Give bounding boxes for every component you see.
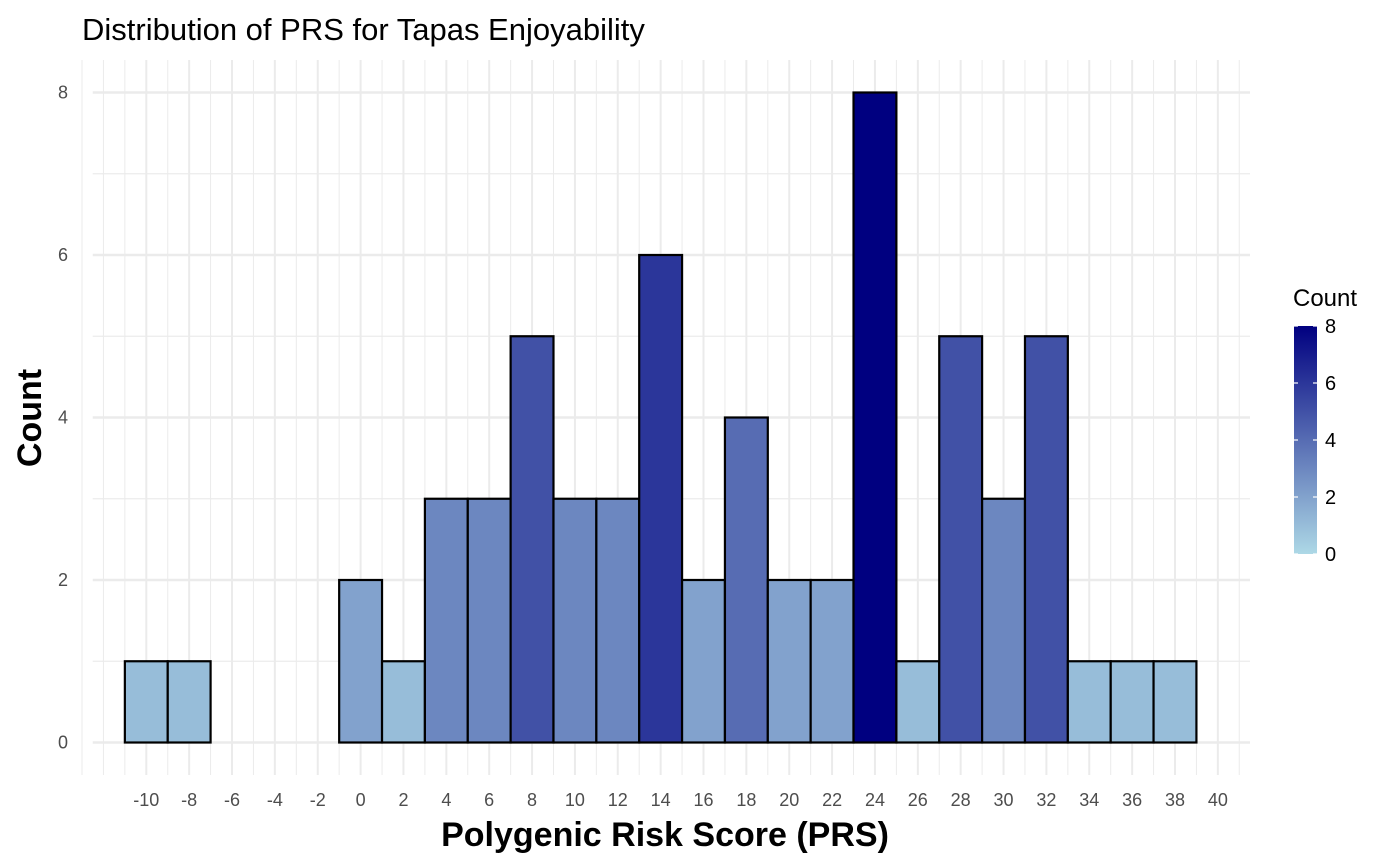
histogram-bar	[423, 497, 469, 744]
histogram-bar	[509, 335, 555, 744]
x-tick-label: -4	[267, 790, 283, 810]
histogram-bar	[852, 91, 898, 744]
x-tick-label: 10	[565, 790, 585, 810]
x-tick-label: 40	[1208, 790, 1228, 810]
histogram-bars	[123, 91, 1198, 744]
x-tick-label: 20	[779, 790, 799, 810]
x-tick-label: 2	[398, 790, 408, 810]
y-tick-label: 6	[58, 245, 68, 265]
histogram-bar	[1152, 660, 1198, 744]
y-tick-label: 0	[58, 733, 68, 753]
histogram-bar	[638, 253, 684, 744]
histogram-bar	[380, 660, 426, 744]
y-tick-label: 8	[58, 83, 68, 103]
x-tick-label: 14	[651, 790, 671, 810]
histogram-bar	[1066, 660, 1112, 744]
x-tick-label: 8	[527, 790, 537, 810]
y-axis-title: Count	[11, 369, 49, 467]
color-legend: Count 0 2 4 6 8	[1293, 285, 1357, 566]
x-axis-ticks: -10 -8 -6 -4 -2 0 2 4 6 8 10 12 14 16 18 20 22 24 26 28 30 32…	[133, 790, 1228, 810]
legend-tick-label: 2	[1325, 487, 1336, 509]
x-tick-label: 16	[693, 790, 713, 810]
histogram-bar	[938, 335, 984, 744]
x-tick-label: 0	[356, 790, 366, 810]
x-tick-label: 32	[1036, 790, 1056, 810]
histogram-bar	[1023, 335, 1069, 744]
x-tick-label: -8	[181, 790, 197, 810]
x-tick-label: 26	[908, 790, 928, 810]
x-axis-title: Polygenic Risk Score (PRS)	[441, 816, 889, 854]
legend-tick-label: 6	[1325, 373, 1336, 395]
histogram-bar	[723, 416, 769, 744]
x-tick-label: 30	[994, 790, 1014, 810]
x-tick-label: -10	[133, 790, 159, 810]
histogram-bar	[123, 660, 169, 744]
x-tick-label: 22	[822, 790, 842, 810]
x-tick-label: 38	[1165, 790, 1185, 810]
histogram-bar	[809, 578, 855, 744]
x-tick-label: 34	[1079, 790, 1099, 810]
histogram-bar	[766, 578, 812, 744]
x-tick-label: 36	[1122, 790, 1142, 810]
y-tick-label: 4	[58, 408, 68, 428]
legend-ticks: 0 2 4 6 8	[1294, 316, 1336, 566]
histogram-bar	[895, 660, 941, 744]
legend-tick-label: 4	[1325, 430, 1336, 452]
x-tick-label: -2	[310, 790, 326, 810]
histogram-bar	[466, 497, 512, 744]
legend-title: Count	[1293, 285, 1357, 312]
y-axis-ticks: 0 2 4 6 8	[58, 83, 68, 753]
histogram-bar	[166, 660, 212, 744]
histogram-bar	[981, 497, 1027, 744]
x-tick-label: 6	[484, 790, 494, 810]
chart-title: Distribution of PRS for Tapas Enjoyabili…	[82, 12, 645, 47]
legend-tick-label: 0	[1325, 544, 1336, 566]
x-tick-label: -6	[224, 790, 240, 810]
x-tick-label: 28	[951, 790, 971, 810]
legend-color-bar	[1294, 326, 1317, 554]
histogram-bar	[552, 497, 598, 744]
y-tick-label: 2	[58, 570, 68, 590]
x-tick-label: 24	[865, 790, 885, 810]
x-tick-label: 18	[736, 790, 756, 810]
x-tick-label: 12	[608, 790, 628, 810]
histogram-bar	[680, 578, 727, 744]
histogram-bar	[1109, 660, 1155, 744]
histogram-bar	[338, 578, 384, 744]
histogram-bar	[595, 497, 641, 744]
legend-tick-label: 8	[1325, 316, 1336, 338]
x-tick-label: 4	[441, 790, 451, 810]
